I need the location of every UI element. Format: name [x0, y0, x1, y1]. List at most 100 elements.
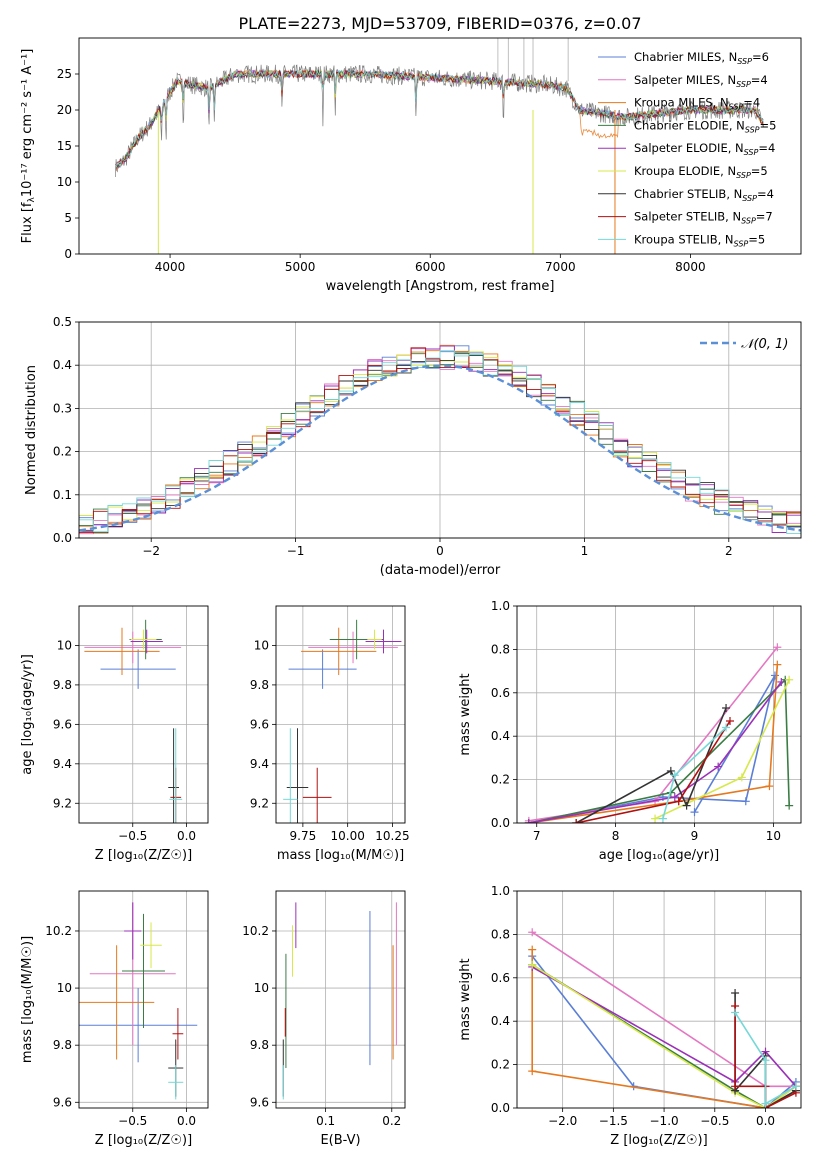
y-tick-label: 9.6 [53, 1095, 72, 1109]
y-tick-label: 20 [57, 103, 72, 117]
legend: Chabrier MILES, NSSP=6 Salpeter MILES, NS… [598, 50, 776, 248]
weight-marker [741, 797, 750, 806]
weight-marker [731, 988, 740, 997]
y-tick-label: 0.4 [491, 729, 510, 743]
legend-text: Chabrier ELODIE, N [634, 118, 745, 132]
legend-entry: Chabrier ELODIE, NSSP=5 [634, 118, 776, 134]
weight-marker [572, 819, 581, 823]
x-axis-label: Z [log₁₀(Z/Z☉)] [610, 1133, 707, 1148]
y-axis-label: mass weight [458, 673, 473, 755]
y-tick-label: 9.8 [250, 1038, 269, 1052]
axes-frame [275, 890, 406, 1109]
y-tick-label: 9.6 [53, 717, 72, 731]
spectrum-panel: 4000 5000 6000 7000 8000 0 5 10 15 20 25 wavelength… [20, 37, 802, 294]
age-vs-mass-panel: 9.75 10.00 10.25 9.2 9.4 9.6 9.8 10 mass [log₁₀(… [250, 605, 410, 863]
x-tick-label: −0.5 [118, 829, 147, 843]
legend-sub: SSP [744, 148, 759, 157]
weight-marker [690, 808, 699, 817]
y-tick-label: 9.8 [250, 678, 269, 692]
weight-marker [670, 792, 679, 801]
ylabel-part: Flux [f [20, 202, 35, 243]
figure-title: PLATE=2273, MJD=53709, FIBERID=0376, z=0… [238, 14, 641, 33]
legend-sub: SSP [734, 239, 749, 248]
errorbars [79, 902, 198, 1100]
legend-eq: =4 [757, 187, 774, 201]
weight-series [734, 1012, 797, 1106]
y-tick-label: 9.2 [250, 796, 269, 810]
y-tick-label: 1.0 [491, 599, 510, 613]
age-vs-z-panel: −0.5 0.0 9.2 9.4 9.6 9.8 10 Z [log₁₀(Z/Z☉)] age … [20, 605, 209, 863]
weight-marker [737, 773, 746, 782]
weight-marker [658, 814, 667, 823]
legend-text: Salpeter ELODIE, N [634, 141, 744, 155]
weight-lines [528, 928, 800, 1108]
weight-marker [765, 782, 774, 791]
y-tick-label: 0.3 [53, 401, 72, 415]
y-tick-label: 9.6 [250, 1095, 269, 1109]
y-tick-label: 15 [57, 139, 72, 153]
x-axis-label: (data-model)/error [380, 563, 501, 578]
histograms [79, 344, 801, 535]
y-tick-label: 9.8 [53, 1038, 72, 1052]
y-tick-label: 0.4 [491, 1014, 510, 1028]
axes-frame [516, 890, 802, 1109]
y-tick-label: 0.0 [491, 1101, 510, 1115]
weight-marker [524, 819, 533, 823]
y-tick-label: 10 [57, 981, 72, 995]
axes-frame [275, 605, 406, 824]
weight-marker [528, 1067, 537, 1076]
y-tick-label: 0.8 [491, 927, 510, 941]
weight-series [528, 677, 790, 823]
weight-marker [773, 643, 782, 652]
errorbars [282, 902, 397, 1100]
axes-frame [78, 605, 209, 824]
x-tick-label: 4000 [155, 260, 186, 274]
weight-series [528, 664, 779, 823]
weight-lines [524, 643, 794, 823]
ylabel-sub: λ [27, 197, 37, 203]
x-axis-label: Z [log₁₀(Z/Z☉)] [95, 1133, 192, 1148]
x-tick-label: 10 [766, 829, 781, 843]
spectrum-lines [115, 38, 764, 254]
weight-marker [674, 797, 683, 806]
legend-text: Kroupa STELIB, N [634, 232, 734, 246]
legend-entry: Kroupa ELODIE, NSSP=5 [634, 164, 768, 180]
legend-eq: =7 [756, 210, 773, 224]
weight-marker [773, 660, 782, 669]
y-tick-label: 5 [64, 211, 72, 225]
normal-curve [79, 364, 801, 532]
weight-marker [651, 814, 660, 823]
weight-marker [770, 671, 779, 680]
y-tick-label: 10 [57, 175, 72, 189]
x-axis-label: age [log₁₀(age/yr)] [599, 848, 720, 863]
weight-marker [722, 703, 731, 712]
y-tick-label: 0.2 [491, 773, 510, 787]
weight-marker [528, 945, 537, 954]
y-tick-label: 10 [254, 981, 269, 995]
histogram-series [79, 347, 801, 533]
weight-marker [666, 766, 675, 775]
model-spectrum [115, 69, 764, 170]
legend-sub: SSP [737, 57, 752, 66]
x-tick-label: 0.0 [177, 1114, 196, 1128]
legend-entry: Chabrier MILES, NSSP=6 [634, 50, 769, 66]
x-tick-label: 8 [612, 829, 620, 843]
x-tick-label: 0 [436, 544, 444, 558]
weight-marker [528, 928, 537, 937]
axes-frame [516, 605, 802, 824]
weight-marker [761, 1056, 770, 1065]
y-tick-label: 0.2 [491, 1058, 510, 1072]
legend-entry: Salpeter MILES, NSSP=4 [634, 73, 768, 89]
x-axis-label: wavelength [Angstrom, rest frame] [326, 279, 555, 294]
weight-marker [785, 675, 794, 684]
x-tick-label: 0.0 [756, 1114, 775, 1128]
weight-marker [777, 677, 786, 686]
errorbars [84, 619, 183, 823]
weight-marker [714, 762, 723, 771]
legend-eq: =5 [748, 232, 765, 246]
weight-vs-age-panel: 7 8 9 10 0.0 0.2 0.4 0.6 0.8 1.0 age [log₁₀(age/yr… [458, 599, 802, 863]
normal-legend-label: 𝒩(0, 1) [741, 337, 788, 352]
weight-marker [670, 771, 679, 780]
x-tick-label: 0.1 [316, 1114, 335, 1128]
